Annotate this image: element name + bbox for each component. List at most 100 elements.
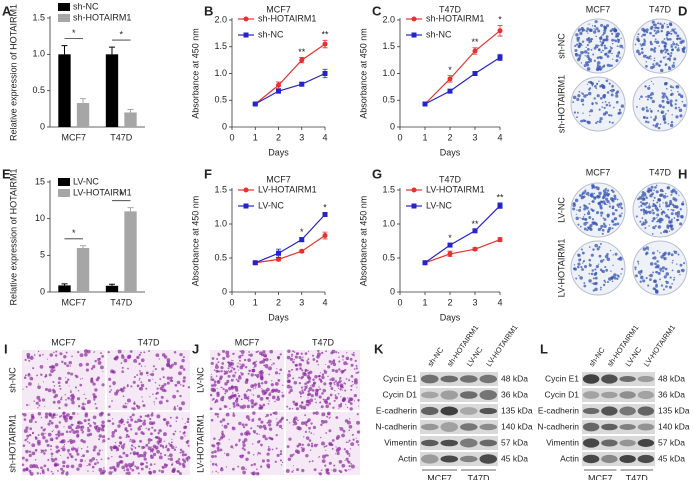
blot-band: [420, 374, 439, 384]
migrated-cell: [304, 370, 307, 373]
colony: [582, 112, 584, 114]
colony: [656, 29, 660, 34]
migrated-cell: [47, 422, 51, 426]
migrated-cell: [321, 392, 324, 395]
migrated-cell: [286, 418, 289, 422]
migrated-cell: [298, 391, 302, 394]
colony: [613, 197, 617, 201]
migrated-cell: [176, 470, 179, 473]
migrated-cell: [155, 353, 160, 358]
colony: [586, 43, 589, 47]
colony: [647, 249, 650, 251]
migrated-cell: [187, 444, 190, 447]
colony: [610, 88, 615, 93]
migrated-cell: [260, 465, 263, 468]
migrated-cell: [345, 449, 349, 454]
migrated-cell: [264, 380, 268, 385]
colony: [634, 268, 637, 271]
migrated-cell: [64, 403, 68, 407]
migrated-cell: [251, 405, 255, 409]
colony: [602, 217, 605, 219]
blot-band: [619, 423, 636, 431]
migrated-cell: [141, 396, 143, 398]
colony: [654, 186, 657, 189]
colony: [599, 40, 602, 43]
blot-strip: [420, 420, 498, 434]
colony: [665, 272, 670, 276]
colony: [666, 49, 668, 51]
colony: [603, 279, 606, 282]
colony: [664, 214, 669, 218]
migrated-cell: [271, 448, 274, 451]
colony: [574, 49, 578, 52]
migrated-cell: [323, 398, 328, 403]
colony: [648, 210, 652, 214]
migrated-cell: [136, 384, 140, 388]
colony: [616, 222, 620, 226]
colony: [673, 57, 677, 61]
migrated-cell: [301, 391, 305, 394]
migrated-cell: [85, 449, 89, 453]
migrated-cell: [179, 365, 184, 370]
migrated-cell: [318, 472, 323, 476]
migrated-cell: [23, 376, 27, 379]
migrated-cell: [54, 424, 59, 429]
migrated-cell: [140, 365, 143, 367]
point: [276, 256, 281, 262]
colony: [582, 51, 585, 54]
migrated-cell: [52, 472, 54, 475]
migrated-cell: [44, 412, 49, 416]
x-tick-label: 1: [253, 132, 258, 142]
migrated-cell: [29, 472, 34, 476]
colony: [645, 95, 647, 98]
migrated-cell: [169, 443, 173, 447]
protein-label: Cycin E1: [383, 373, 417, 383]
migrated-cell: [328, 417, 331, 419]
migrated-cell: [357, 371, 360, 373]
migrated-cell: [33, 400, 36, 402]
migrated-cell: [243, 358, 247, 362]
migrated-cell: [84, 460, 86, 462]
colony: [591, 38, 594, 40]
y-axis-label: Absorbance at 450 nm: [190, 196, 200, 287]
migrated-cell: [81, 448, 83, 450]
colony: [589, 80, 592, 84]
migrated-cell: [344, 383, 347, 385]
y-tick-label: 1.5: [382, 184, 395, 194]
colony: [662, 190, 664, 193]
colony: [645, 276, 648, 280]
y-tick-label: 0: [390, 286, 395, 296]
colony: [608, 121, 611, 123]
y-tick-label: 0: [40, 121, 45, 131]
migrated-cell: [216, 449, 220, 452]
point: [472, 48, 478, 54]
x-tick-label: 2: [276, 132, 281, 142]
migrated-cell: [309, 398, 314, 403]
migrated-cell: [179, 394, 182, 398]
migrated-cell: [233, 394, 237, 398]
migrated-cell: [90, 377, 94, 381]
colony: [612, 42, 614, 45]
colony: [576, 97, 580, 102]
migrated-cell: [293, 351, 296, 353]
migrated-cell: [111, 434, 115, 438]
migrated-cell: [131, 463, 133, 465]
migrated-cell: [274, 389, 278, 393]
migrated-cell: [306, 360, 309, 362]
migrated-cell: [101, 449, 103, 451]
migrated-cell: [270, 383, 274, 387]
colony: [645, 116, 649, 120]
migrated-cell: [279, 450, 283, 453]
migrated-cell: [231, 426, 234, 429]
legend-label: LV-HOTAIRM1: [73, 187, 132, 197]
migrated-cell: [37, 466, 39, 469]
colony: [642, 221, 645, 224]
colony: [591, 269, 595, 272]
migrated-cell: [170, 441, 173, 444]
significance-star: *: [323, 202, 327, 212]
migrated-cell: [301, 448, 305, 453]
migrated-cell: [279, 368, 283, 372]
migrated-cell: [234, 385, 237, 389]
colony: [589, 109, 594, 113]
migrated-cell: [94, 402, 97, 405]
